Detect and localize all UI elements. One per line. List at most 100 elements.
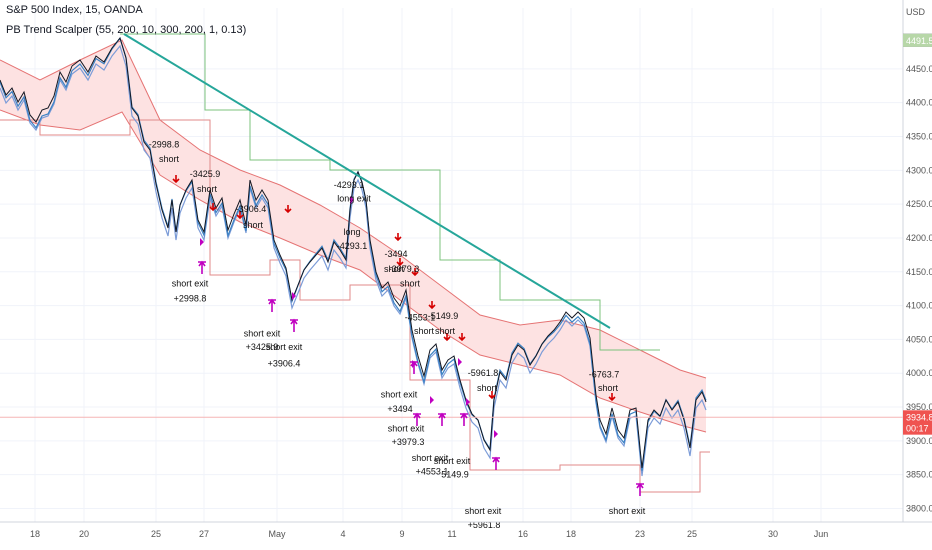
signal-marker (458, 358, 462, 366)
short-entry-arrow (608, 393, 616, 402)
y-tick-label: 4450.0 (906, 64, 932, 74)
trade-annotation: -6763.7 (589, 369, 620, 379)
y-tick-label: 4300.0 (906, 165, 932, 175)
trade-annotation: short exit (388, 423, 425, 433)
trade-annotation: -5961.8 (468, 368, 499, 378)
trade-annotation: short (243, 220, 264, 230)
trade-annotation: short (400, 279, 421, 289)
y-tick-label: 4100.0 (906, 301, 932, 311)
x-tick-label: May (268, 529, 286, 539)
band-lower-line (0, 109, 707, 433)
trade-annotation: +4553.1 (416, 467, 449, 477)
trade-annotation: -3425.9 (190, 169, 221, 179)
trade-annotation: short (384, 264, 405, 274)
short-entry-arrow (236, 211, 244, 220)
x-tick-label: 20 (79, 529, 89, 539)
y-tick-label: 3900.0 (906, 436, 932, 446)
trade-annotation: long (343, 227, 360, 237)
trade-annotation: -4293.1 (334, 180, 365, 190)
x-tick-label: 23 (635, 529, 645, 539)
stop-line-red (0, 119, 710, 493)
short-entry-arrow (411, 268, 419, 277)
price-tag (903, 410, 932, 424)
trade-annotation: short (159, 154, 180, 164)
short-entry-arrow (443, 333, 451, 342)
y-tick-label: 4250.0 (906, 199, 932, 209)
price-tag (903, 33, 932, 47)
short-exit-arrow (198, 260, 206, 274)
short-exit-arrow (413, 412, 421, 426)
short-entry-arrow (428, 301, 436, 310)
trade-annotation: short exit (172, 279, 209, 289)
y-tick-label: 3800.0 (906, 503, 932, 513)
x-tick-label: 25 (151, 529, 161, 539)
signal-marker (494, 430, 498, 438)
y-tick-label: 4150.0 (906, 267, 932, 277)
currency-label: USD (906, 7, 926, 17)
x-tick-label: 9 (399, 529, 404, 539)
x-tick-label: 11 (447, 529, 456, 539)
trade-annotation: short (435, 326, 456, 336)
trade-annotation: -3906.4 (236, 204, 267, 214)
short-exit-arrow (492, 456, 500, 470)
price-line (0, 36, 707, 469)
band-fill (0, 40, 706, 432)
x-tick-label: 18 (566, 529, 576, 539)
trade-annotation: short exit (465, 506, 502, 516)
trade-annotation: short exit (244, 329, 281, 339)
price-tag-label: 00:17 (906, 424, 929, 434)
x-tick-label: 27 (199, 529, 209, 539)
trade-annotation: -3494 (384, 249, 407, 259)
y-tick-label: 4200.0 (906, 233, 932, 243)
trade-annotation: long exit (337, 193, 371, 203)
trade-annotation: short (477, 383, 498, 393)
y-tick-label: 4000.0 (906, 368, 932, 378)
short-exit-arrow (268, 298, 276, 312)
short-entry-arrow (458, 333, 466, 342)
trade-annotation: 5149.9 (441, 469, 469, 479)
short-exit-arrow (460, 412, 468, 426)
price-tag-label: 4491.5 (906, 36, 932, 46)
x-tick-label: 16 (518, 529, 528, 539)
indicator-legend[interactable]: PB Trend Scalper (55, 200, 10, 300, 200,… (6, 24, 247, 36)
trade-annotation: short exit (381, 390, 418, 400)
x-tick-label: 25 (687, 529, 697, 539)
trade-annotation: short (414, 326, 435, 336)
signal-marker (466, 398, 470, 406)
trendline (123, 33, 611, 329)
trade-annotation: -3979.3 (389, 264, 420, 274)
signal-marker (430, 396, 434, 404)
chart-symbol-title: S&P 500 Index, 15, OANDA (6, 4, 143, 16)
trade-annotation: short exit (609, 506, 646, 516)
short-exit-arrow (290, 318, 298, 332)
price-tag-label: 3934.8 (906, 412, 932, 422)
short-exit-arrow (636, 482, 644, 496)
trade-annotation: -2998.8 (149, 139, 180, 149)
short-entry-arrow (394, 233, 402, 242)
signal-marker (412, 360, 416, 368)
y-tick-label: 4400.0 (906, 98, 932, 108)
trade-annotation: +3906.4 (268, 358, 301, 368)
short-entry-arrow (172, 175, 180, 184)
x-tick-label: 18 (30, 529, 40, 539)
stop-line-green (120, 33, 660, 351)
trade-annotation: +2998.8 (174, 294, 207, 304)
short-entry-arrow (284, 205, 292, 214)
y-tick-label: 4050.0 (906, 334, 932, 344)
trade-annotation: -4293.1 (337, 241, 368, 251)
trade-annotation: -4553.1 (405, 312, 436, 322)
trade-annotation: short (598, 383, 619, 393)
trade-annotation: +3979.3 (392, 437, 425, 447)
signal-marker (350, 196, 354, 204)
trade-annotation: -5149.9 (428, 311, 459, 321)
signal-marker (292, 292, 296, 300)
x-tick-label: 30 (768, 529, 778, 539)
trade-annotation: +3425.9 (246, 342, 279, 352)
trade-annotation: short (197, 184, 218, 194)
price-tag (903, 421, 932, 435)
y-tick-label: 4350.0 (906, 132, 932, 142)
x-tick-label: Jun (814, 529, 829, 539)
trade-annotation: short exit (266, 342, 303, 352)
